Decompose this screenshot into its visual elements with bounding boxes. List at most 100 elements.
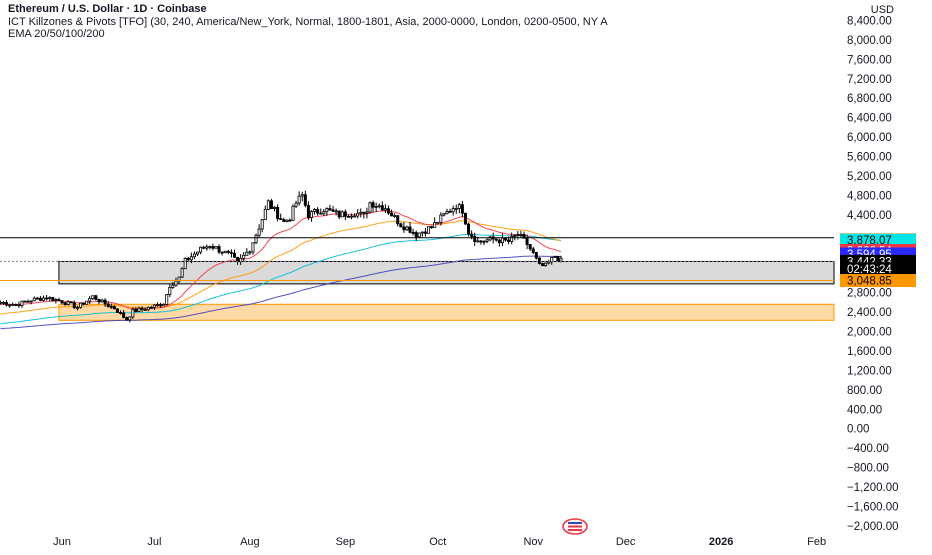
candle[interactable] bbox=[51, 297, 55, 301]
candle[interactable] bbox=[337, 210, 341, 218]
candle[interactable] bbox=[242, 254, 246, 259]
candle[interactable] bbox=[48, 297, 52, 300]
candle[interactable] bbox=[427, 226, 431, 234]
candle[interactable] bbox=[350, 215, 354, 218]
candle[interactable] bbox=[199, 246, 203, 253]
candle[interactable] bbox=[322, 211, 326, 215]
candle[interactable] bbox=[377, 205, 381, 208]
candle[interactable] bbox=[463, 212, 467, 225]
candle[interactable] bbox=[115, 308, 119, 313]
candle[interactable] bbox=[556, 256, 560, 262]
candle[interactable] bbox=[103, 299, 107, 305]
candle[interactable] bbox=[359, 211, 363, 214]
candle[interactable] bbox=[189, 256, 193, 261]
candle[interactable] bbox=[494, 238, 498, 241]
candle[interactable] bbox=[276, 206, 280, 219]
candle[interactable] bbox=[540, 263, 544, 267]
candle[interactable] bbox=[408, 226, 412, 233]
candle[interactable] bbox=[94, 295, 98, 300]
candle[interactable] bbox=[294, 202, 298, 207]
candle[interactable] bbox=[29, 300, 33, 303]
candle[interactable] bbox=[423, 231, 427, 234]
candle[interactable] bbox=[229, 251, 233, 254]
candle[interactable] bbox=[331, 209, 335, 212]
candle[interactable] bbox=[531, 248, 535, 253]
candle[interactable] bbox=[420, 231, 424, 234]
candle[interactable] bbox=[17, 304, 21, 307]
candle[interactable] bbox=[217, 246, 221, 253]
candle[interactable] bbox=[306, 204, 310, 219]
candle[interactable] bbox=[248, 251, 252, 254]
candle[interactable] bbox=[26, 300, 30, 303]
candle[interactable] bbox=[168, 286, 172, 295]
candle[interactable] bbox=[328, 208, 332, 211]
candle[interactable] bbox=[232, 252, 236, 258]
candle[interactable] bbox=[214, 246, 218, 249]
candle[interactable] bbox=[146, 307, 150, 311]
symbol-title[interactable]: Ethereum / U.S. Dollar · 1D · Coinbase bbox=[8, 3, 207, 15]
candle[interactable] bbox=[476, 240, 480, 243]
candle[interactable] bbox=[340, 211, 344, 218]
candle[interactable] bbox=[300, 194, 304, 197]
candle[interactable] bbox=[66, 301, 70, 305]
candle[interactable] bbox=[45, 297, 49, 300]
candle[interactable] bbox=[143, 308, 147, 311]
ema-line-ema200[interactable] bbox=[0, 255, 561, 330]
currency-unit[interactable]: USD bbox=[870, 4, 894, 16]
candle[interactable] bbox=[497, 239, 501, 244]
candle[interactable] bbox=[20, 300, 24, 307]
candle[interactable] bbox=[550, 257, 554, 263]
candle[interactable] bbox=[125, 317, 129, 321]
candle[interactable] bbox=[368, 202, 372, 213]
candle[interactable] bbox=[433, 221, 437, 228]
candle[interactable] bbox=[159, 304, 163, 307]
candle[interactable] bbox=[380, 205, 384, 211]
candle[interactable] bbox=[109, 306, 113, 308]
candle[interactable] bbox=[0, 301, 2, 304]
candle[interactable] bbox=[269, 200, 273, 209]
candle[interactable] bbox=[393, 215, 397, 218]
candle[interactable] bbox=[257, 228, 261, 236]
candle[interactable] bbox=[537, 257, 541, 264]
candle[interactable] bbox=[510, 236, 514, 242]
candle[interactable] bbox=[88, 298, 92, 302]
candle[interactable] bbox=[396, 215, 400, 225]
candle[interactable] bbox=[488, 236, 492, 241]
candle[interactable] bbox=[57, 299, 61, 302]
candle[interactable] bbox=[112, 306, 116, 310]
candle[interactable] bbox=[174, 280, 178, 286]
candle[interactable] bbox=[362, 211, 366, 214]
candle[interactable] bbox=[402, 226, 406, 231]
candle[interactable] bbox=[155, 304, 159, 306]
candle[interactable] bbox=[467, 223, 471, 235]
candle[interactable] bbox=[119, 312, 123, 314]
candle[interactable] bbox=[516, 234, 520, 236]
candle[interactable] bbox=[78, 302, 82, 308]
candle[interactable] bbox=[319, 212, 323, 215]
candle[interactable] bbox=[149, 307, 153, 309]
candle[interactable] bbox=[544, 262, 548, 267]
candle[interactable] bbox=[470, 233, 474, 237]
candle[interactable] bbox=[316, 209, 320, 214]
candle[interactable] bbox=[442, 213, 446, 216]
candle[interactable] bbox=[559, 257, 563, 262]
candle[interactable] bbox=[343, 211, 347, 217]
candle[interactable] bbox=[547, 261, 551, 264]
price-label[interactable]: 3,048.85 bbox=[840, 274, 916, 288]
candle[interactable] bbox=[374, 205, 378, 208]
candle[interactable] bbox=[334, 210, 338, 213]
candle[interactable] bbox=[1, 301, 5, 304]
candle[interactable] bbox=[454, 208, 458, 210]
candle[interactable] bbox=[220, 251, 224, 254]
candle[interactable] bbox=[245, 251, 249, 256]
candle[interactable] bbox=[266, 200, 270, 210]
orange-zone[interactable] bbox=[58, 303, 835, 321]
candle[interactable] bbox=[405, 226, 409, 231]
candle[interactable] bbox=[482, 241, 486, 243]
candle[interactable] bbox=[383, 208, 387, 211]
candle[interactable] bbox=[309, 211, 313, 219]
candle[interactable] bbox=[211, 246, 215, 249]
candle[interactable] bbox=[279, 218, 283, 220]
